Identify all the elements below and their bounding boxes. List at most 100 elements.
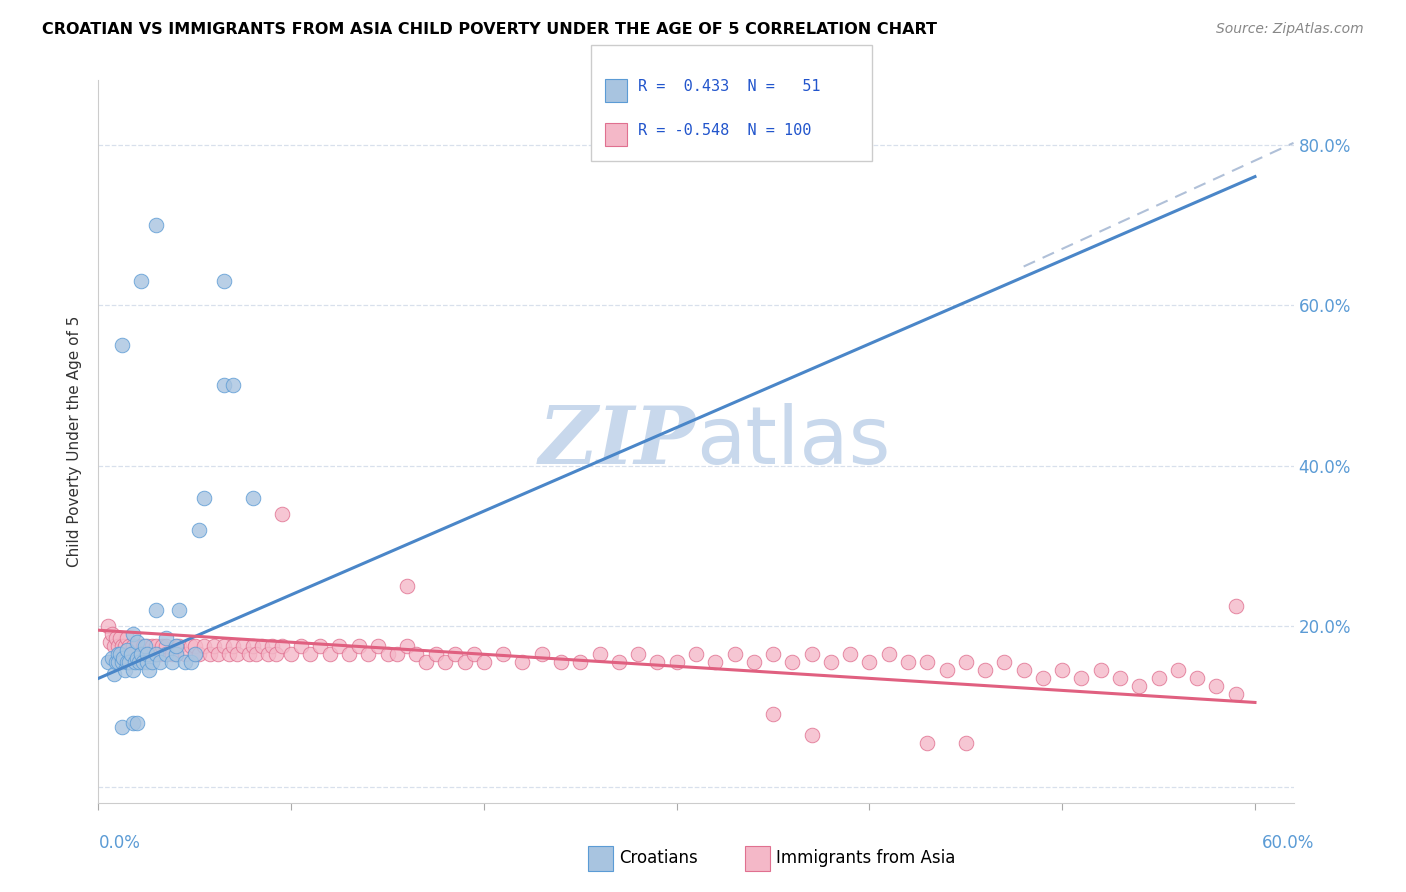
- Point: [117, 648, 139, 662]
- Point: [647, 655, 669, 669]
- Point: [492, 648, 515, 662]
- Text: CROATIAN VS IMMIGRANTS FROM ASIA CHILD POVERTY UNDER THE AGE OF 5 CORRELATION CH: CROATIAN VS IMMIGRANTS FROM ASIA CHILD P…: [42, 22, 938, 37]
- Text: R = -0.548  N = 100: R = -0.548 N = 100: [638, 123, 811, 138]
- Point: [877, 648, 900, 662]
- Point: [1167, 664, 1189, 678]
- Point: [124, 655, 146, 669]
- Point: [138, 648, 160, 662]
- Text: ZIP: ZIP: [538, 403, 696, 480]
- Point: [98, 635, 121, 649]
- Point: [917, 655, 939, 669]
- Point: [112, 648, 135, 662]
- Point: [125, 639, 148, 653]
- Point: [463, 648, 485, 662]
- Point: [993, 655, 1015, 669]
- Point: [107, 639, 129, 653]
- Point: [280, 648, 302, 662]
- Point: [145, 648, 167, 662]
- Point: [270, 639, 292, 653]
- Point: [132, 639, 155, 653]
- Point: [245, 648, 267, 662]
- Point: [117, 655, 139, 669]
- Point: [226, 648, 249, 662]
- Point: [1147, 671, 1170, 685]
- Point: [1050, 664, 1073, 678]
- Point: [742, 655, 765, 669]
- Point: [222, 378, 245, 392]
- Point: [193, 639, 215, 653]
- Point: [128, 655, 150, 669]
- Point: [114, 664, 136, 678]
- Point: [150, 639, 173, 653]
- Point: [800, 648, 823, 662]
- Point: [627, 648, 650, 662]
- Point: [134, 648, 156, 662]
- Point: [232, 639, 254, 653]
- Point: [145, 603, 167, 617]
- Text: R =  0.433  N =   51: R = 0.433 N = 51: [638, 79, 821, 94]
- Point: [174, 648, 197, 662]
- Point: [200, 648, 222, 662]
- Text: 0.0%: 0.0%: [98, 834, 141, 852]
- Point: [238, 648, 260, 662]
- Point: [174, 655, 197, 669]
- Point: [385, 648, 409, 662]
- Text: Source: ZipAtlas.com: Source: ZipAtlas.com: [1216, 22, 1364, 37]
- Point: [122, 639, 145, 653]
- Point: [135, 655, 157, 669]
- Point: [129, 274, 152, 288]
- Point: [104, 655, 127, 669]
- Point: [207, 648, 229, 662]
- Point: [135, 648, 157, 662]
- Point: [222, 639, 245, 653]
- Point: [193, 491, 215, 505]
- Point: [665, 655, 688, 669]
- Point: [108, 648, 131, 662]
- Point: [117, 632, 139, 646]
- Point: [187, 648, 209, 662]
- Point: [132, 655, 155, 669]
- Point: [328, 639, 350, 653]
- Point: [264, 648, 287, 662]
- Point: [607, 655, 630, 669]
- Point: [347, 639, 370, 653]
- Point: [530, 648, 553, 662]
- Point: [165, 639, 187, 653]
- Point: [444, 648, 467, 662]
- Point: [955, 735, 977, 749]
- Point: [180, 639, 202, 653]
- Point: [165, 648, 187, 662]
- Point: [97, 619, 120, 633]
- Point: [415, 655, 437, 669]
- Point: [685, 648, 707, 662]
- Point: [367, 639, 389, 653]
- Point: [935, 664, 957, 678]
- Point: [184, 648, 207, 662]
- Point: [1225, 687, 1247, 701]
- Point: [290, 639, 312, 653]
- Point: [588, 648, 610, 662]
- Point: [184, 648, 207, 662]
- Point: [118, 655, 141, 669]
- Point: [169, 639, 191, 653]
- Point: [120, 648, 142, 662]
- Point: [1070, 671, 1092, 685]
- Point: [114, 639, 136, 653]
- Point: [512, 655, 534, 669]
- Y-axis label: Child Poverty Under the Age of 5: Child Poverty Under the Age of 5: [67, 316, 83, 567]
- Point: [141, 655, 163, 669]
- Point: [97, 655, 120, 669]
- Point: [141, 639, 163, 653]
- Point: [800, 728, 823, 742]
- Point: [1128, 680, 1150, 694]
- Point: [1185, 671, 1208, 685]
- Point: [1090, 664, 1112, 678]
- Point: [108, 632, 131, 646]
- Point: [309, 639, 332, 653]
- Point: [110, 639, 132, 653]
- Point: [762, 648, 785, 662]
- Point: [434, 655, 457, 669]
- Point: [704, 655, 727, 669]
- Point: [270, 507, 292, 521]
- Point: [125, 651, 148, 665]
